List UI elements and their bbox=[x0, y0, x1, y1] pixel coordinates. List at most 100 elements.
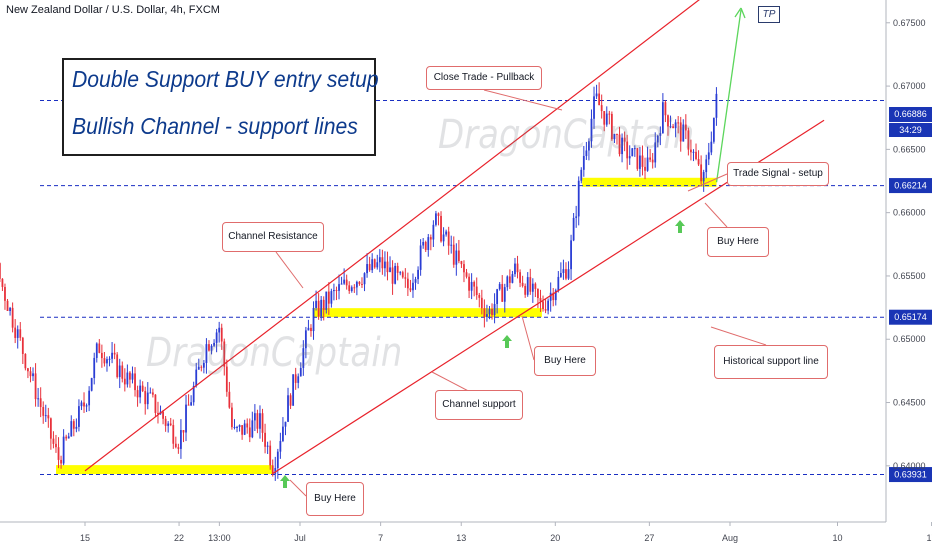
candle-body bbox=[618, 134, 621, 155]
candle bbox=[590, 109, 593, 148]
candle bbox=[14, 319, 17, 344]
candle bbox=[299, 362, 302, 377]
candle bbox=[605, 106, 608, 127]
candle bbox=[350, 285, 353, 293]
candle-body bbox=[197, 366, 200, 370]
y-tick-label-1: 0.67000 bbox=[893, 81, 926, 91]
candle bbox=[384, 251, 386, 277]
candle-body bbox=[302, 348, 305, 368]
candle-body bbox=[65, 436, 68, 439]
candle-body bbox=[422, 241, 425, 246]
candle bbox=[21, 336, 24, 365]
candle bbox=[162, 409, 164, 425]
candle bbox=[103, 351, 106, 367]
buy-arrow-icon-3 bbox=[280, 475, 290, 488]
candle-body bbox=[710, 141, 713, 153]
candle bbox=[215, 328, 218, 353]
callout-pointer-1 bbox=[687, 173, 728, 192]
candle bbox=[113, 343, 116, 360]
candle-body bbox=[248, 427, 251, 438]
candle bbox=[394, 262, 397, 285]
candle bbox=[623, 131, 626, 152]
candle bbox=[396, 262, 399, 281]
candle-body bbox=[139, 385, 142, 398]
symbol-title: New Zealand Dollar / U.S. Dollar, 4h, FX… bbox=[6, 4, 220, 16]
candle-body bbox=[144, 391, 147, 405]
x-tick-label-4: 7 bbox=[378, 533, 383, 543]
candle bbox=[595, 84, 598, 99]
candle-body bbox=[659, 133, 662, 136]
candle bbox=[570, 234, 572, 281]
candle-body bbox=[483, 308, 486, 317]
candle bbox=[654, 132, 657, 168]
candle bbox=[238, 424, 241, 432]
candle bbox=[174, 436, 177, 449]
candle-body bbox=[167, 423, 170, 426]
tp-badge[interactable]: TP bbox=[758, 6, 780, 23]
candle bbox=[626, 134, 629, 170]
candle bbox=[442, 227, 445, 247]
candle-body bbox=[669, 126, 672, 128]
candle bbox=[391, 260, 394, 295]
candle-body bbox=[335, 289, 338, 291]
candle bbox=[11, 302, 14, 333]
candle-body bbox=[246, 423, 249, 428]
candle-body bbox=[697, 159, 700, 165]
candle bbox=[355, 280, 358, 296]
candle bbox=[376, 254, 379, 270]
candle-body bbox=[264, 432, 266, 447]
candle bbox=[261, 408, 264, 442]
candle-body bbox=[677, 122, 680, 124]
candle-body bbox=[623, 137, 626, 142]
candle-body bbox=[32, 373, 34, 377]
candle bbox=[493, 293, 496, 324]
candle-body bbox=[279, 441, 282, 452]
candle-body bbox=[442, 234, 445, 242]
candle bbox=[639, 146, 641, 177]
candle bbox=[279, 432, 282, 459]
candle bbox=[322, 296, 325, 321]
candle-body bbox=[100, 352, 103, 359]
candle-body bbox=[205, 344, 208, 363]
support-zone-1 bbox=[56, 465, 274, 475]
candle-body bbox=[672, 126, 674, 129]
projection-arrow bbox=[715, 9, 742, 183]
candle-body bbox=[187, 404, 190, 406]
title-line-1: Double Support BUY entry setup bbox=[72, 66, 379, 92]
candle-body bbox=[557, 276, 560, 291]
candle-body bbox=[371, 259, 374, 271]
candle bbox=[317, 293, 320, 320]
candle-body bbox=[475, 286, 478, 296]
current-price-tag: 0.66886 bbox=[889, 107, 932, 122]
candle-body bbox=[396, 265, 399, 273]
candle-body bbox=[315, 300, 317, 308]
candle-body bbox=[34, 373, 37, 400]
x-tick-label-3: Jul bbox=[294, 533, 306, 543]
candle-body bbox=[75, 426, 78, 429]
x-tick-label-10: 17 bbox=[927, 533, 932, 543]
candle bbox=[106, 356, 108, 372]
candle-body bbox=[406, 278, 409, 289]
buy-arrows bbox=[280, 220, 685, 488]
candle-body bbox=[409, 288, 412, 291]
candle-body bbox=[225, 366, 228, 392]
candle bbox=[429, 234, 432, 251]
candle-body bbox=[24, 353, 27, 369]
candle-body bbox=[327, 291, 330, 304]
candle-body bbox=[231, 407, 233, 428]
candle-body bbox=[455, 250, 458, 265]
candle bbox=[526, 272, 529, 297]
candle bbox=[373, 258, 376, 269]
candle bbox=[0, 262, 1, 283]
candle bbox=[136, 385, 139, 407]
candle-body bbox=[616, 133, 618, 135]
candle-body bbox=[366, 264, 368, 274]
candle-body bbox=[700, 164, 703, 182]
candle bbox=[302, 340, 305, 376]
candle-body bbox=[202, 362, 205, 368]
callout-pointer-5 bbox=[275, 251, 304, 289]
candle bbox=[399, 271, 402, 276]
candle-body bbox=[605, 113, 608, 125]
